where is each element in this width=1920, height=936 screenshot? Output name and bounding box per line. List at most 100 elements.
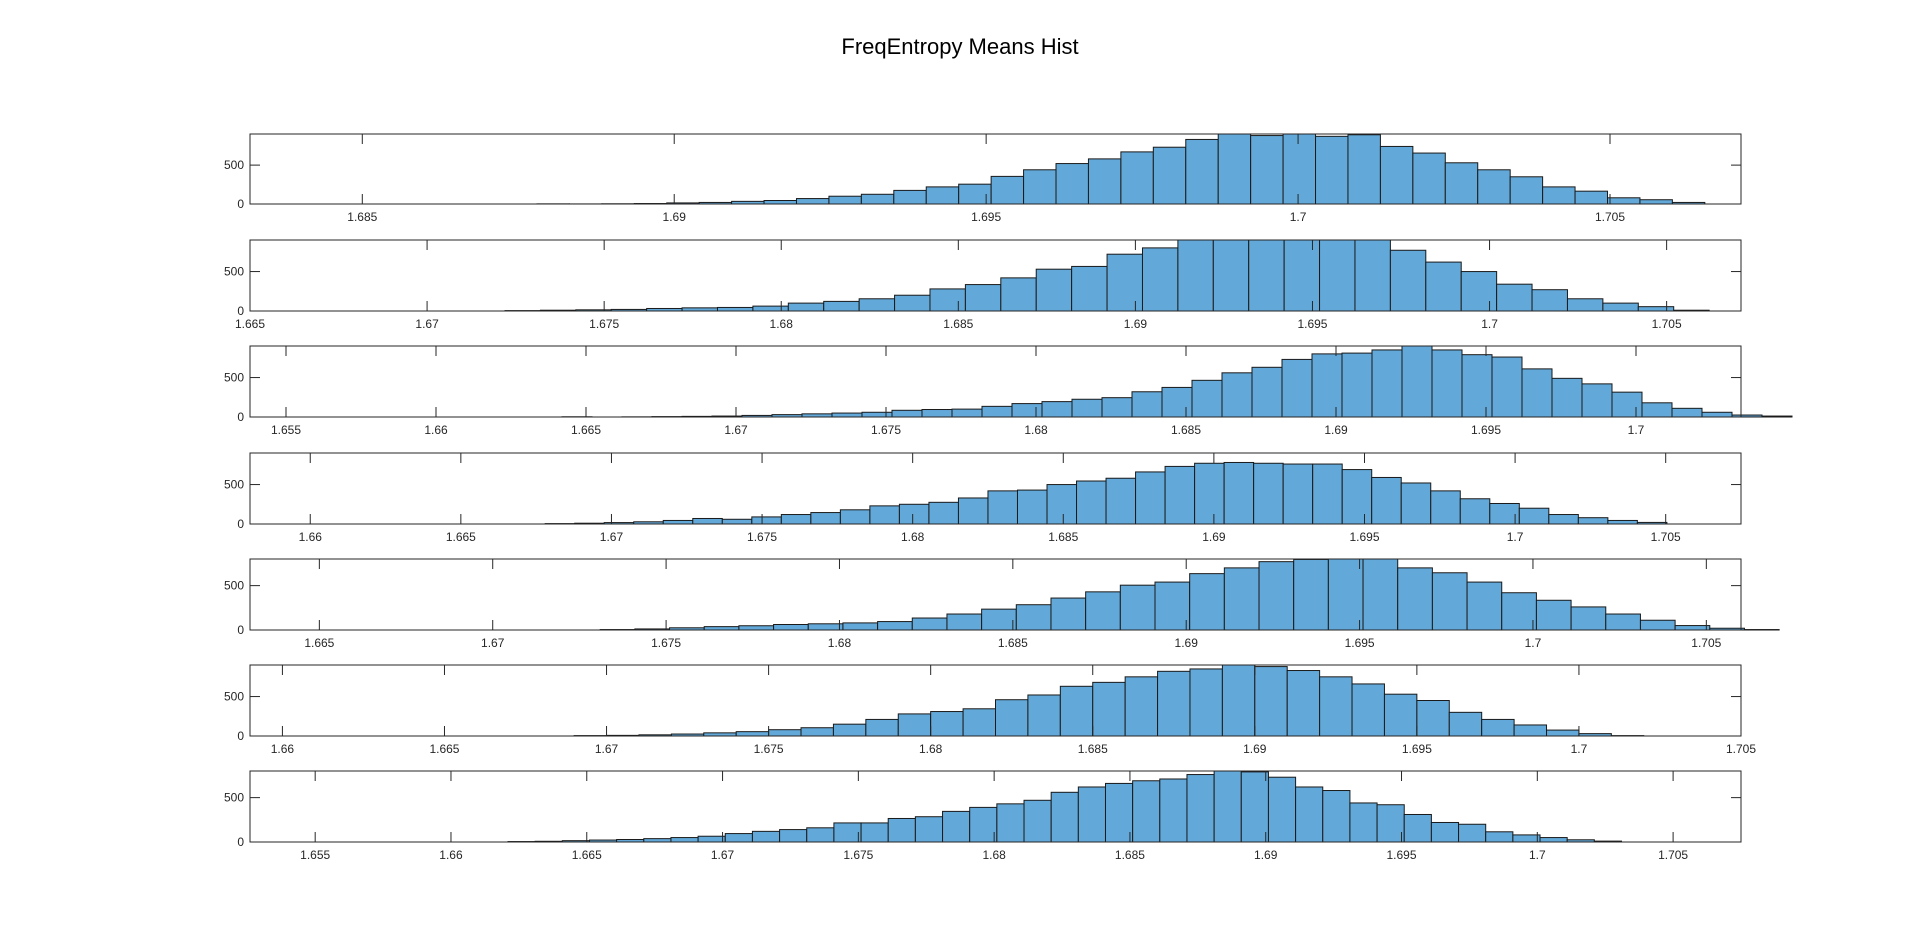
- x-tick-label: 1.685: [998, 636, 1028, 650]
- x-tick-label: 1.695: [1297, 317, 1327, 331]
- histogram-bar: [692, 517, 723, 525]
- histogram-bar: [1431, 349, 1463, 418]
- x-tick-label: 1.675: [843, 848, 873, 862]
- histogram-bar: [1539, 837, 1568, 843]
- histogram-bar: [800, 727, 834, 737]
- histogram-bar: [1087, 158, 1122, 205]
- x-tick-label: 1.68: [901, 530, 925, 544]
- histogram-bar: [1131, 391, 1163, 418]
- histogram-bar: [865, 718, 899, 737]
- histogram-bar: [1161, 386, 1193, 418]
- histogram-bar: [1283, 239, 1321, 312]
- histogram-bar: [1501, 592, 1537, 631]
- x-tick-label: 1.7: [1290, 210, 1307, 224]
- x-tick-label: 1.68: [828, 636, 852, 650]
- histogram-6: 1.66 1.665 1.67 1.675 1.68 1.685 1.69 1.695 1.7 1…: [224, 664, 1756, 756]
- histogram-bar: [1177, 239, 1214, 312]
- histogram-bar: [1351, 683, 1385, 737]
- histogram-bar: [1135, 471, 1166, 525]
- histogram-bar: [1371, 349, 1403, 418]
- axes-frame: [249, 770, 1742, 843]
- x-tick-label: 1.7: [1529, 848, 1546, 862]
- histogram-bar: [1460, 271, 1498, 312]
- histogram-bar: [1212, 239, 1250, 312]
- histogram-bar: [858, 298, 896, 312]
- x-tick-label: 1.66: [271, 742, 295, 756]
- histogram-bar: [787, 302, 825, 312]
- histogram-bar: [1104, 782, 1134, 843]
- x-tick-label: 1.69: [663, 210, 687, 224]
- histogram-bar: [1050, 791, 1079, 843]
- x-tick-label: 1.705: [1691, 636, 1721, 650]
- histogram-bar: [1481, 718, 1515, 737]
- histogram-bar: [1213, 770, 1242, 843]
- histogram-bar: [1055, 163, 1089, 205]
- histogram-bar: [1611, 391, 1643, 418]
- x-tick-label: 1.7: [1507, 530, 1524, 544]
- y-tick-label: 0: [237, 835, 244, 849]
- histogram-bar: [1379, 145, 1414, 205]
- x-tick-label: 1.67: [711, 848, 735, 862]
- x-tick-label: 1.67: [481, 636, 505, 650]
- histogram-bar: [1461, 354, 1493, 418]
- histogram-bar: [1327, 558, 1364, 631]
- x-tick-label: 1.675: [754, 742, 784, 756]
- histogram-bar: [981, 608, 1017, 631]
- x-tick-label: 1.675: [589, 317, 619, 331]
- y-tick-label: 500: [224, 579, 244, 593]
- histogram-bar: [1185, 138, 1219, 205]
- histogram-bar: [738, 625, 775, 631]
- histogram-bar: [1535, 599, 1572, 631]
- x-tick-label: 1.695: [971, 210, 1001, 224]
- histogram-bar: [1389, 249, 1427, 312]
- histogram-bar: [1124, 676, 1159, 737]
- histogram-bar: [1448, 711, 1483, 737]
- histogram-bar: [1281, 358, 1313, 418]
- x-tick-label: 1.665: [429, 742, 459, 756]
- histogram-bar: [1674, 625, 1711, 631]
- histogram-bar: [1253, 462, 1284, 525]
- x-tick-label: 1.675: [651, 636, 681, 650]
- histogram-bar: [1027, 694, 1061, 737]
- x-tick-label: 1.695: [1387, 848, 1417, 862]
- histogram-bar: [942, 810, 971, 843]
- histogram-bar: [1152, 146, 1187, 205]
- x-tick-label: 1.665: [446, 530, 476, 544]
- y-tick-label: 500: [224, 371, 244, 385]
- histogram-bar: [1254, 666, 1288, 737]
- histogram-bar: [1459, 498, 1491, 525]
- histogram-bar: [1322, 790, 1351, 843]
- histogram-bar: [1477, 169, 1511, 205]
- histogram-bar: [887, 817, 916, 843]
- histogram-bar: [1341, 469, 1373, 525]
- histogram-bar: [1581, 383, 1613, 418]
- histogram-bar: [795, 198, 830, 205]
- axes-frame: [249, 239, 1742, 312]
- histogram-bar: [1400, 482, 1432, 525]
- histogram-bar: [751, 516, 782, 525]
- histogram-bar: [662, 519, 694, 525]
- histogram-bar: [768, 729, 802, 737]
- histogram-1: 1.685 1.69 1.695 1.7 1.705 0 500: [224, 133, 1742, 224]
- x-tick-label: 1.665: [304, 636, 334, 650]
- histogram-bar: [861, 411, 893, 418]
- x-tick-label: 1.7: [1628, 423, 1645, 437]
- histogram-bar: [1319, 676, 1353, 737]
- x-tick-label: 1.685: [1171, 423, 1201, 437]
- histogram-bar: [1485, 831, 1514, 843]
- histogram-bar: [1341, 352, 1373, 418]
- histogram-bar: [1189, 573, 1225, 631]
- histogram-bar: [996, 803, 1025, 843]
- histogram-bar: [1000, 277, 1037, 312]
- histogram-bar: [1077, 786, 1106, 843]
- histogram-bar: [957, 497, 989, 525]
- y-tick-label: 0: [237, 623, 244, 637]
- histogram-bar: [928, 501, 959, 525]
- histogram-bar: [1607, 197, 1641, 205]
- histogram-bar: [995, 699, 1029, 737]
- x-tick-label: 1.67: [415, 317, 439, 331]
- histogram-bar: [860, 822, 889, 843]
- histogram-bar: [1223, 567, 1260, 631]
- histogram-bar: [1566, 298, 1604, 312]
- histogram-bar: [1548, 514, 1579, 525]
